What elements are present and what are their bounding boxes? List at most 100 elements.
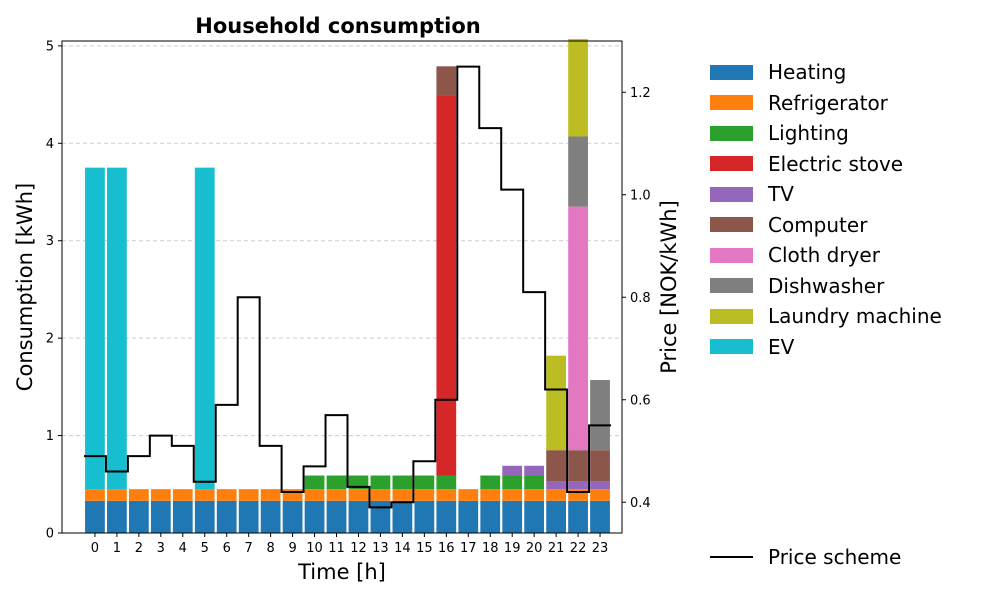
bar-segment-heating xyxy=(172,500,193,533)
y-tick-label: 3 xyxy=(46,234,54,249)
x-tick-label: 4 xyxy=(179,541,187,556)
legend-item-tv: TV xyxy=(710,179,995,210)
bar-segment-refrigerator xyxy=(304,489,325,501)
price-scheme-legend: Price scheme xyxy=(710,545,901,569)
x-tick-label: 16 xyxy=(438,541,455,556)
price-line-group xyxy=(83,65,612,509)
x-tick-label: 20 xyxy=(526,541,543,556)
x-tick-label: 12 xyxy=(350,541,367,556)
bar-segment-lighting xyxy=(304,475,325,490)
bar-segment-computer xyxy=(568,450,588,482)
legend-item-lighting: Lighting xyxy=(710,118,995,149)
bar-segment-laundry-machine xyxy=(546,355,566,451)
bar-segment-heating xyxy=(348,500,369,533)
bar-segment-tv xyxy=(546,481,566,490)
x-tick-label: 2 xyxy=(135,541,143,556)
bar-segment-heating xyxy=(502,500,523,533)
bar-segment-heating xyxy=(458,500,479,533)
x-axis-label: Time [h] xyxy=(297,560,386,584)
bar-segment-dishwasher xyxy=(590,380,610,451)
stacked-bars xyxy=(85,39,610,533)
legend-label: Refrigerator xyxy=(768,90,888,115)
bar-segment-heating xyxy=(524,500,545,533)
bar-segment-refrigerator xyxy=(546,489,566,501)
x-tick-label: 9 xyxy=(288,541,296,556)
bar-segment-heating xyxy=(568,500,588,533)
bar-segment-lighting xyxy=(370,475,391,490)
plot-frame xyxy=(61,40,623,534)
legend-swatch xyxy=(710,308,753,324)
legend-label: TV xyxy=(768,182,794,207)
y-tick-label: 2 xyxy=(46,332,54,347)
legend-label: Dishwasher xyxy=(768,273,885,298)
bar-segment-refrigerator xyxy=(436,489,457,501)
legend-swatch xyxy=(710,186,753,202)
bar-segment-heating xyxy=(216,500,237,533)
y-tick-label: 4 xyxy=(46,137,54,152)
bar-segment-heating xyxy=(414,500,435,533)
bar-segment-refrigerator xyxy=(458,489,479,501)
bar-segment-computer xyxy=(436,66,457,96)
bar-segment-ev xyxy=(107,167,127,490)
bar-segment-lighting xyxy=(326,475,347,490)
y2-tick-label: 0.6 xyxy=(630,393,651,408)
legend-item-refrigerator: Refrigerator xyxy=(710,88,995,119)
legend-swatch xyxy=(710,156,753,172)
legend-swatch xyxy=(710,95,753,111)
bar-segment-heating xyxy=(260,500,281,533)
bar-segment-refrigerator xyxy=(348,489,369,501)
legend-label: Cloth dryer xyxy=(768,243,880,268)
bar-segment-lighting xyxy=(502,475,523,490)
bar-segment-refrigerator xyxy=(326,489,347,501)
bar-segment-refrigerator xyxy=(194,489,215,501)
legend-swatch xyxy=(710,217,753,233)
bar-segment-tv xyxy=(524,465,545,476)
bar-segment-lighting xyxy=(348,475,369,490)
legend-item-electric-stove: Electric stove xyxy=(710,149,995,180)
bar-segment-heating xyxy=(128,500,149,533)
bar-segment-refrigerator xyxy=(260,489,281,501)
legend-swatch xyxy=(710,339,753,355)
bar-segment-heating xyxy=(436,500,457,533)
bar-segment-tv xyxy=(590,481,610,490)
bar-segment-heating xyxy=(370,500,391,533)
y2-tick-label: 1.2 xyxy=(630,86,651,101)
bar-segment-heating xyxy=(194,500,215,533)
legend-label: Electric stove xyxy=(768,151,904,176)
bar-segment-lighting xyxy=(414,475,435,490)
bar-segment-lighting xyxy=(436,475,457,490)
bar-segment-refrigerator xyxy=(502,489,523,501)
bar-segment-heating xyxy=(392,500,413,533)
bar-segment-dishwasher xyxy=(568,136,588,207)
bar-segment-laundry-machine xyxy=(568,39,588,137)
bar-segment-heating xyxy=(282,500,303,533)
y2-axis-label: Price [NOK/kWh] xyxy=(657,200,681,374)
y-axis-label: Consumption [kWh] xyxy=(13,183,37,391)
bar-segment-refrigerator xyxy=(568,489,588,501)
legend-swatch xyxy=(710,278,753,294)
x-tick-label: 15 xyxy=(416,541,433,556)
bar-segment-heating xyxy=(304,500,325,533)
bar-segment-computer xyxy=(590,450,610,482)
bar-segment-lighting xyxy=(480,475,501,490)
price-scheme-label: Price scheme xyxy=(768,545,902,569)
x-tick-label: 1 xyxy=(113,541,121,556)
bar-segment-refrigerator xyxy=(128,489,149,501)
x-tick-label: 6 xyxy=(223,541,231,556)
bar-segment-electric-stove xyxy=(436,95,457,476)
x-tick-label: 21 xyxy=(548,541,565,556)
legend-item-ev: EV xyxy=(710,332,995,363)
legend-item-dishwasher: Dishwasher xyxy=(710,271,995,302)
legend-label: Laundry machine xyxy=(768,304,942,329)
legend-label: Lighting xyxy=(768,121,849,146)
bar-segment-refrigerator xyxy=(107,489,127,501)
bar-segment-refrigerator xyxy=(238,489,259,501)
x-tick-label: 13 xyxy=(372,541,389,556)
bar-segment-refrigerator xyxy=(150,489,171,501)
x-tick-label: 10 xyxy=(306,541,323,556)
y2-tick-label: 0.8 xyxy=(630,291,651,306)
legend: Heating Refrigerator Lighting Electric stov… xyxy=(710,57,995,362)
x-tick-label: 22 xyxy=(570,541,587,556)
legend-item-cloth-dryer: Cloth dryer xyxy=(710,240,995,271)
